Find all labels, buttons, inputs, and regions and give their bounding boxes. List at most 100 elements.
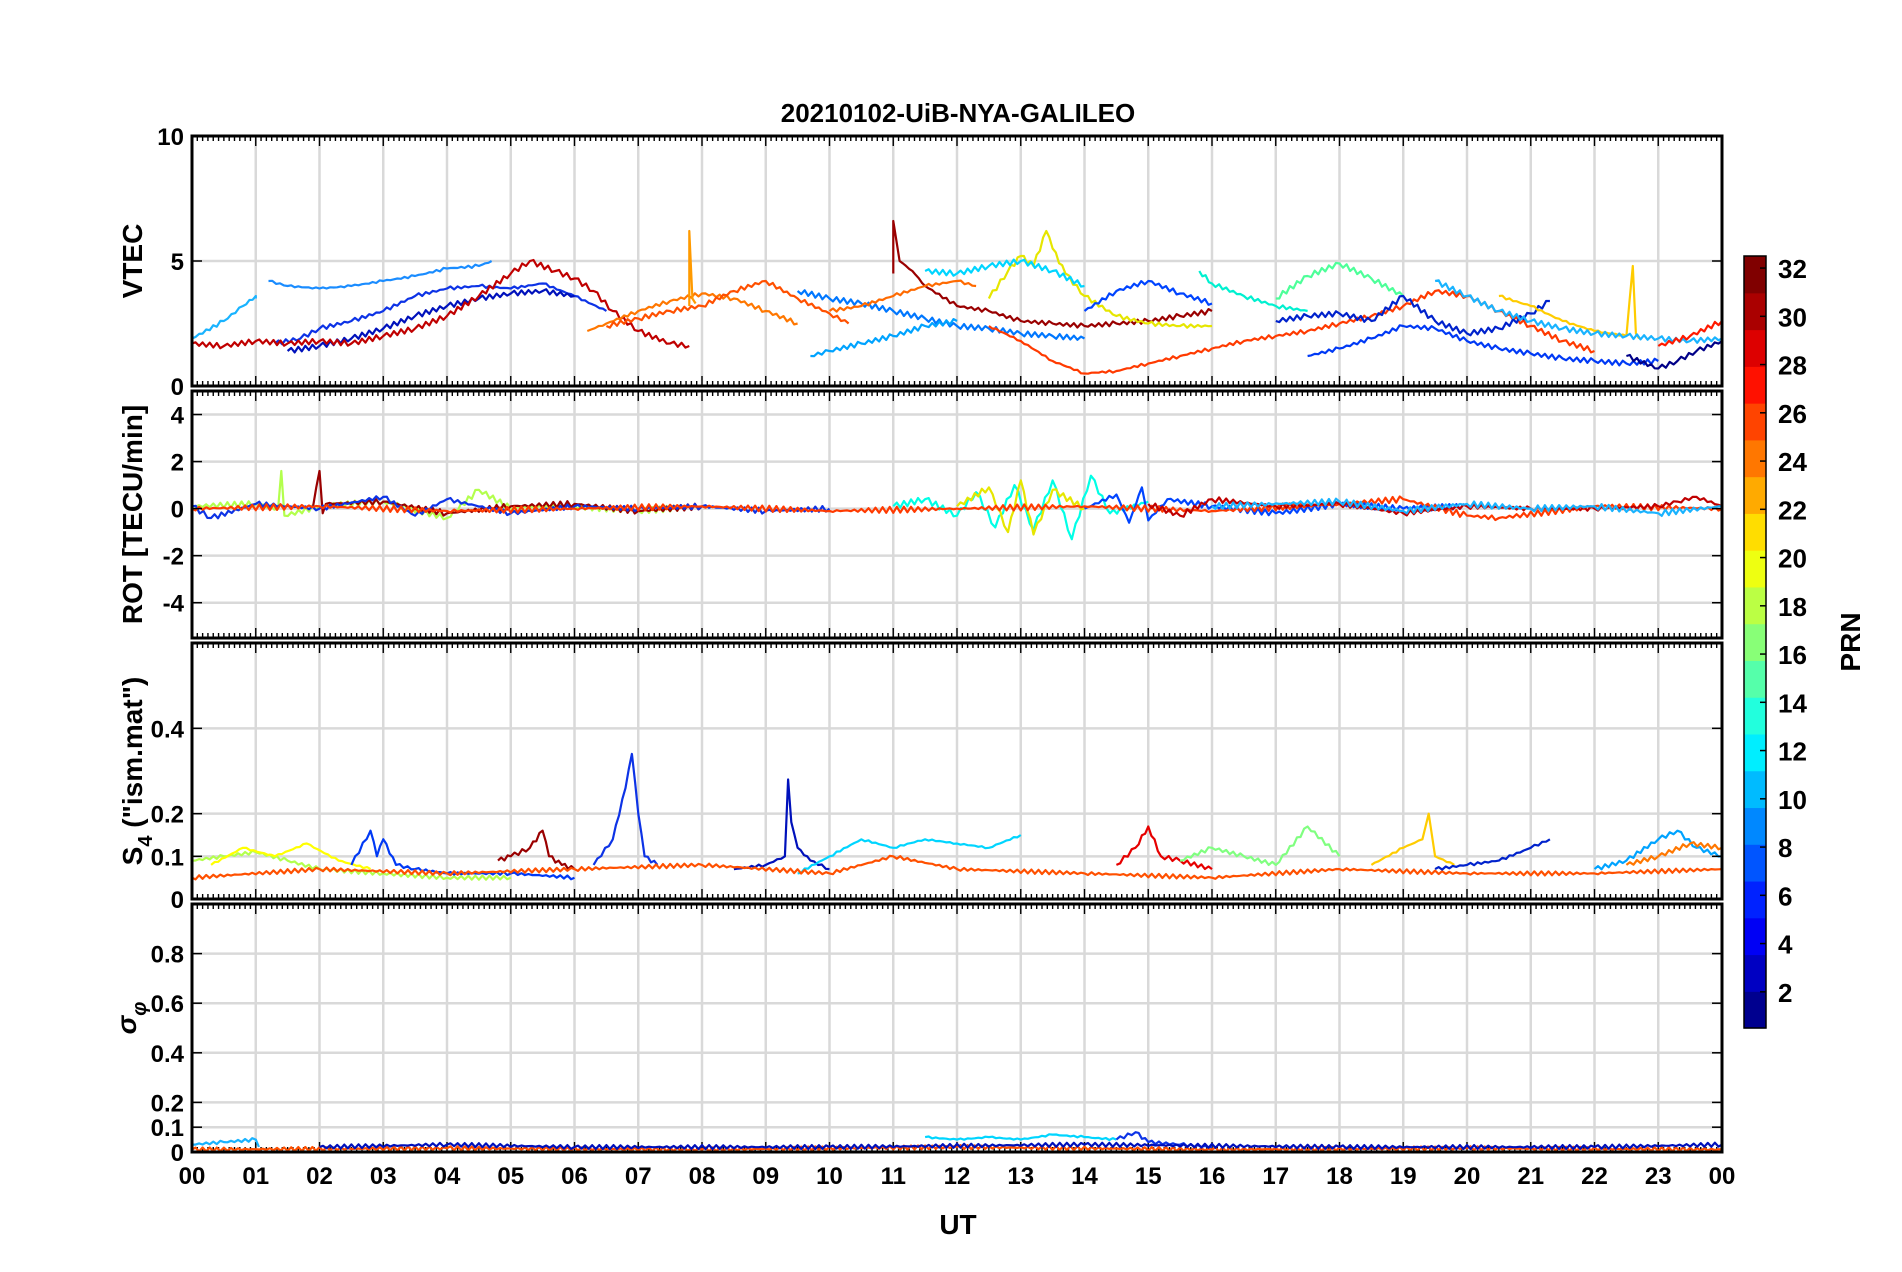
- colorbar-segment: [1744, 476, 1766, 514]
- series-line-prn-18: [192, 849, 512, 881]
- y-tick-label: 0.8: [151, 942, 184, 969]
- y-axis-label: ROT [TECU/min]: [117, 405, 148, 624]
- x-tick-label: 12: [944, 1163, 971, 1190]
- x-tick-label: 05: [497, 1163, 524, 1190]
- series-line-prn-16: [1275, 261, 1405, 300]
- series-line-prn-26: [605, 279, 850, 329]
- colorbar-tick-label: 8: [1778, 833, 1792, 863]
- colorbar-segment: [1744, 991, 1766, 1029]
- colorbar-tick-label: 22: [1778, 495, 1807, 525]
- colorbar-tick-label: 18: [1778, 592, 1807, 622]
- x-tick-label: 00: [1709, 1163, 1736, 1190]
- y-tick-label: 2: [171, 450, 184, 477]
- colorbar-segment: [1744, 917, 1766, 956]
- y-tick-label: 10: [157, 124, 184, 151]
- colorbar-tick-label: 20: [1778, 544, 1807, 574]
- series-group: [192, 1131, 1722, 1152]
- colorbar-tick-label: 2: [1778, 978, 1792, 1008]
- series-line-prn-12: [192, 1137, 260, 1148]
- panel-rot: -4 -2 0 2 4 ROT [TECU/min]: [117, 389, 1724, 640]
- series-line-prn-12: [192, 294, 257, 340]
- series-line-prn-31: [497, 829, 576, 871]
- series-line-prn-29: [1115, 825, 1213, 871]
- series-line-prn-13: [924, 258, 1085, 288]
- series-line-prn-1: [1626, 340, 1722, 370]
- colorbar-segment: [1744, 844, 1766, 882]
- y-tick-label: -4: [163, 591, 185, 618]
- y-tick-label: 0.4: [151, 1041, 185, 1068]
- colorbar-segment: [1744, 623, 1766, 661]
- colorbar-tick-label: 26: [1778, 399, 1807, 429]
- colorbar-tick-label: 14: [1778, 688, 1807, 718]
- y-tick-label: 4: [171, 403, 185, 430]
- y-tick-label: 0: [171, 497, 184, 524]
- y-tick-label: 0.1: [151, 1115, 184, 1142]
- colorbar-segment: [1744, 880, 1766, 919]
- series-line-prn-2: [733, 778, 830, 871]
- colorbar-segment: [1744, 439, 1766, 478]
- y-tick-label: 0: [171, 1140, 184, 1167]
- x-tick-label: 03: [370, 1163, 397, 1190]
- series-line-prn-14: [892, 474, 1149, 541]
- series-line-prn-26: [192, 1143, 1722, 1152]
- y-tick-label: 0.2: [151, 802, 184, 829]
- y-tick-label: 5: [171, 249, 184, 276]
- panel-sigma_phi: 00.10.2 0.4 0.6 0.8 σφ 00 01 02 03 04 05 06 07 08 09 10…: [111, 902, 1736, 1190]
- x-tick-label: 09: [752, 1163, 779, 1190]
- colorbar-segment: [1744, 660, 1766, 698]
- x-tick-label: 22: [1581, 1163, 1608, 1190]
- series-line-prn-4: [592, 752, 659, 866]
- x-tick-label: 16: [1199, 1163, 1226, 1190]
- series-line-prn-24: [1625, 841, 1722, 866]
- x-tick-label: 15: [1135, 1163, 1162, 1190]
- colorbar-tick-label: 12: [1778, 737, 1807, 767]
- series-line-prn-3: [1275, 294, 1550, 337]
- colorbar-tick-label: 28: [1778, 351, 1807, 381]
- colorbar-tick-label: 30: [1778, 302, 1807, 332]
- colorbar-segment: [1744, 403, 1766, 441]
- colorbar-label: PRN: [1835, 612, 1866, 671]
- panel-s4: 0 0.1 0.2 0.4S4 ("ism.mat"): [117, 641, 1724, 914]
- colorbar-tick-label: 4: [1778, 930, 1793, 960]
- x-tick-label: 01: [242, 1163, 269, 1190]
- y-axis-label: S4 ("ism.mat"): [117, 677, 157, 866]
- x-tick-label: 21: [1517, 1163, 1544, 1190]
- x-tick-label: 14: [1071, 1163, 1098, 1190]
- series-line-prn-12: [1211, 497, 1722, 518]
- colorbar-segment: [1744, 366, 1766, 404]
- series-line-prn-31: [312, 469, 703, 517]
- x-tick-label: 04: [434, 1163, 461, 1190]
- colorbar-segment: [1744, 697, 1766, 735]
- x-tick-label: 13: [1007, 1163, 1034, 1190]
- y-tick-label: 0.1: [151, 844, 184, 871]
- x-tick-label: 08: [689, 1163, 716, 1190]
- colorbar-segment: [1744, 329, 1766, 367]
- series-line-prn-30: [192, 258, 690, 350]
- y-tick-label: 0: [171, 887, 184, 914]
- series-group: [192, 752, 1722, 881]
- series-line-prn-27: [192, 495, 1722, 522]
- series-line-prn-5: [1307, 324, 1659, 367]
- colorbar-tick-label: 32: [1778, 254, 1807, 284]
- x-tick-label: 06: [561, 1163, 588, 1190]
- colorbar-segment: [1744, 807, 1766, 845]
- colorbar-segment: [1744, 954, 1766, 992]
- series-line-prn-3: [1434, 838, 1551, 871]
- colorbar-tick-label: 16: [1778, 640, 1807, 670]
- y-tick-label: -2: [163, 544, 184, 571]
- series-line-prn-28: [1657, 320, 1722, 347]
- colorbar-tick-label: 24: [1778, 447, 1807, 477]
- x-tick-label: 18: [1326, 1163, 1353, 1190]
- figure-title: 20210102-UiB-NYA-GALILEO: [781, 98, 1136, 128]
- y-tick-label: 0.2: [151, 1090, 184, 1117]
- colorbar-segment: [1744, 513, 1766, 551]
- x-tick-label: 23: [1645, 1163, 1672, 1190]
- x-tick-label: 00: [179, 1163, 206, 1190]
- series-line-prn-6: [1083, 279, 1213, 312]
- series-line-prn-2: [319, 1141, 1722, 1151]
- series-line-prn-20: [210, 842, 372, 871]
- x-tick-label: 17: [1262, 1163, 1289, 1190]
